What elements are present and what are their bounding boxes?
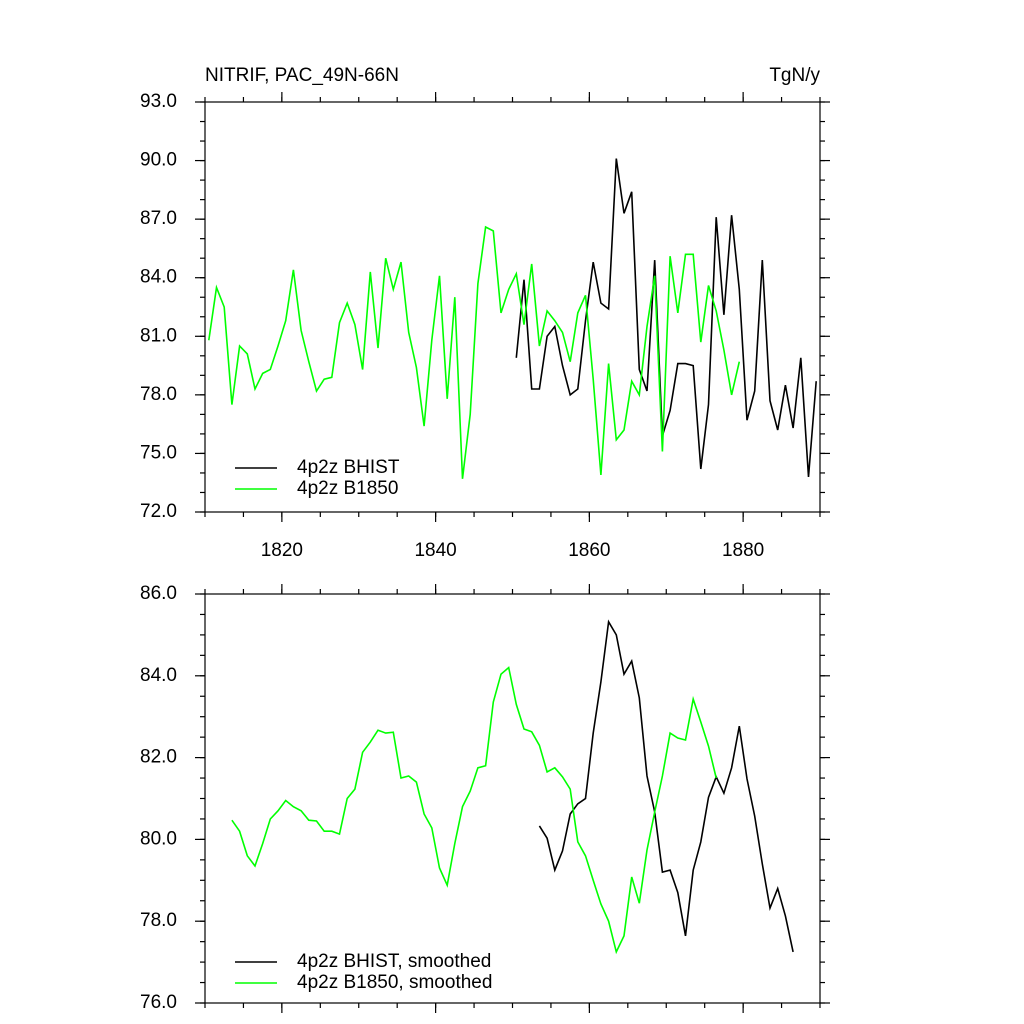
y-tick-label: 72.0 <box>140 501 177 522</box>
series-line <box>515 158 817 477</box>
legend-label: 4p2z B1850 <box>297 478 398 499</box>
legend-label: 4p2z BHIST, smoothed <box>297 951 491 972</box>
plot-frame <box>204 593 821 1004</box>
y-tick-label: 84.0 <box>140 267 177 288</box>
chart-title: NITRIF, PAC_49N-66N <box>205 65 399 86</box>
y-tick-label: 86.0 <box>140 583 177 604</box>
series-line <box>208 225 741 479</box>
y-tick-label: 75.0 <box>140 442 177 463</box>
y-tick-label: 81.0 <box>140 325 177 346</box>
y-tick-label: 82.0 <box>140 747 177 768</box>
y-tick-label: 76.0 <box>140 992 177 1013</box>
y-tick-label: 84.0 <box>140 665 177 686</box>
y-tick-label: 80.0 <box>140 828 177 849</box>
series-line <box>538 619 794 953</box>
x-tick-label: 1880 <box>722 540 764 561</box>
units-label: TgN/y <box>769 65 820 86</box>
x-tick-label: 1860 <box>568 540 610 561</box>
y-tick-label: 87.0 <box>140 208 177 229</box>
series-line <box>231 666 717 955</box>
y-tick-label: 93.0 <box>140 91 177 112</box>
y-tick-label: 90.0 <box>140 150 177 171</box>
legend-label: 4p2z BHIST <box>297 457 400 478</box>
x-tick-label: 1820 <box>261 540 303 561</box>
x-tick-label: 1840 <box>414 540 456 561</box>
legend-label: 4p2z B1850, smoothed <box>297 972 492 993</box>
y-tick-label: 78.0 <box>140 910 177 931</box>
y-tick-label: 78.0 <box>140 384 177 405</box>
plot-frame <box>204 101 821 513</box>
